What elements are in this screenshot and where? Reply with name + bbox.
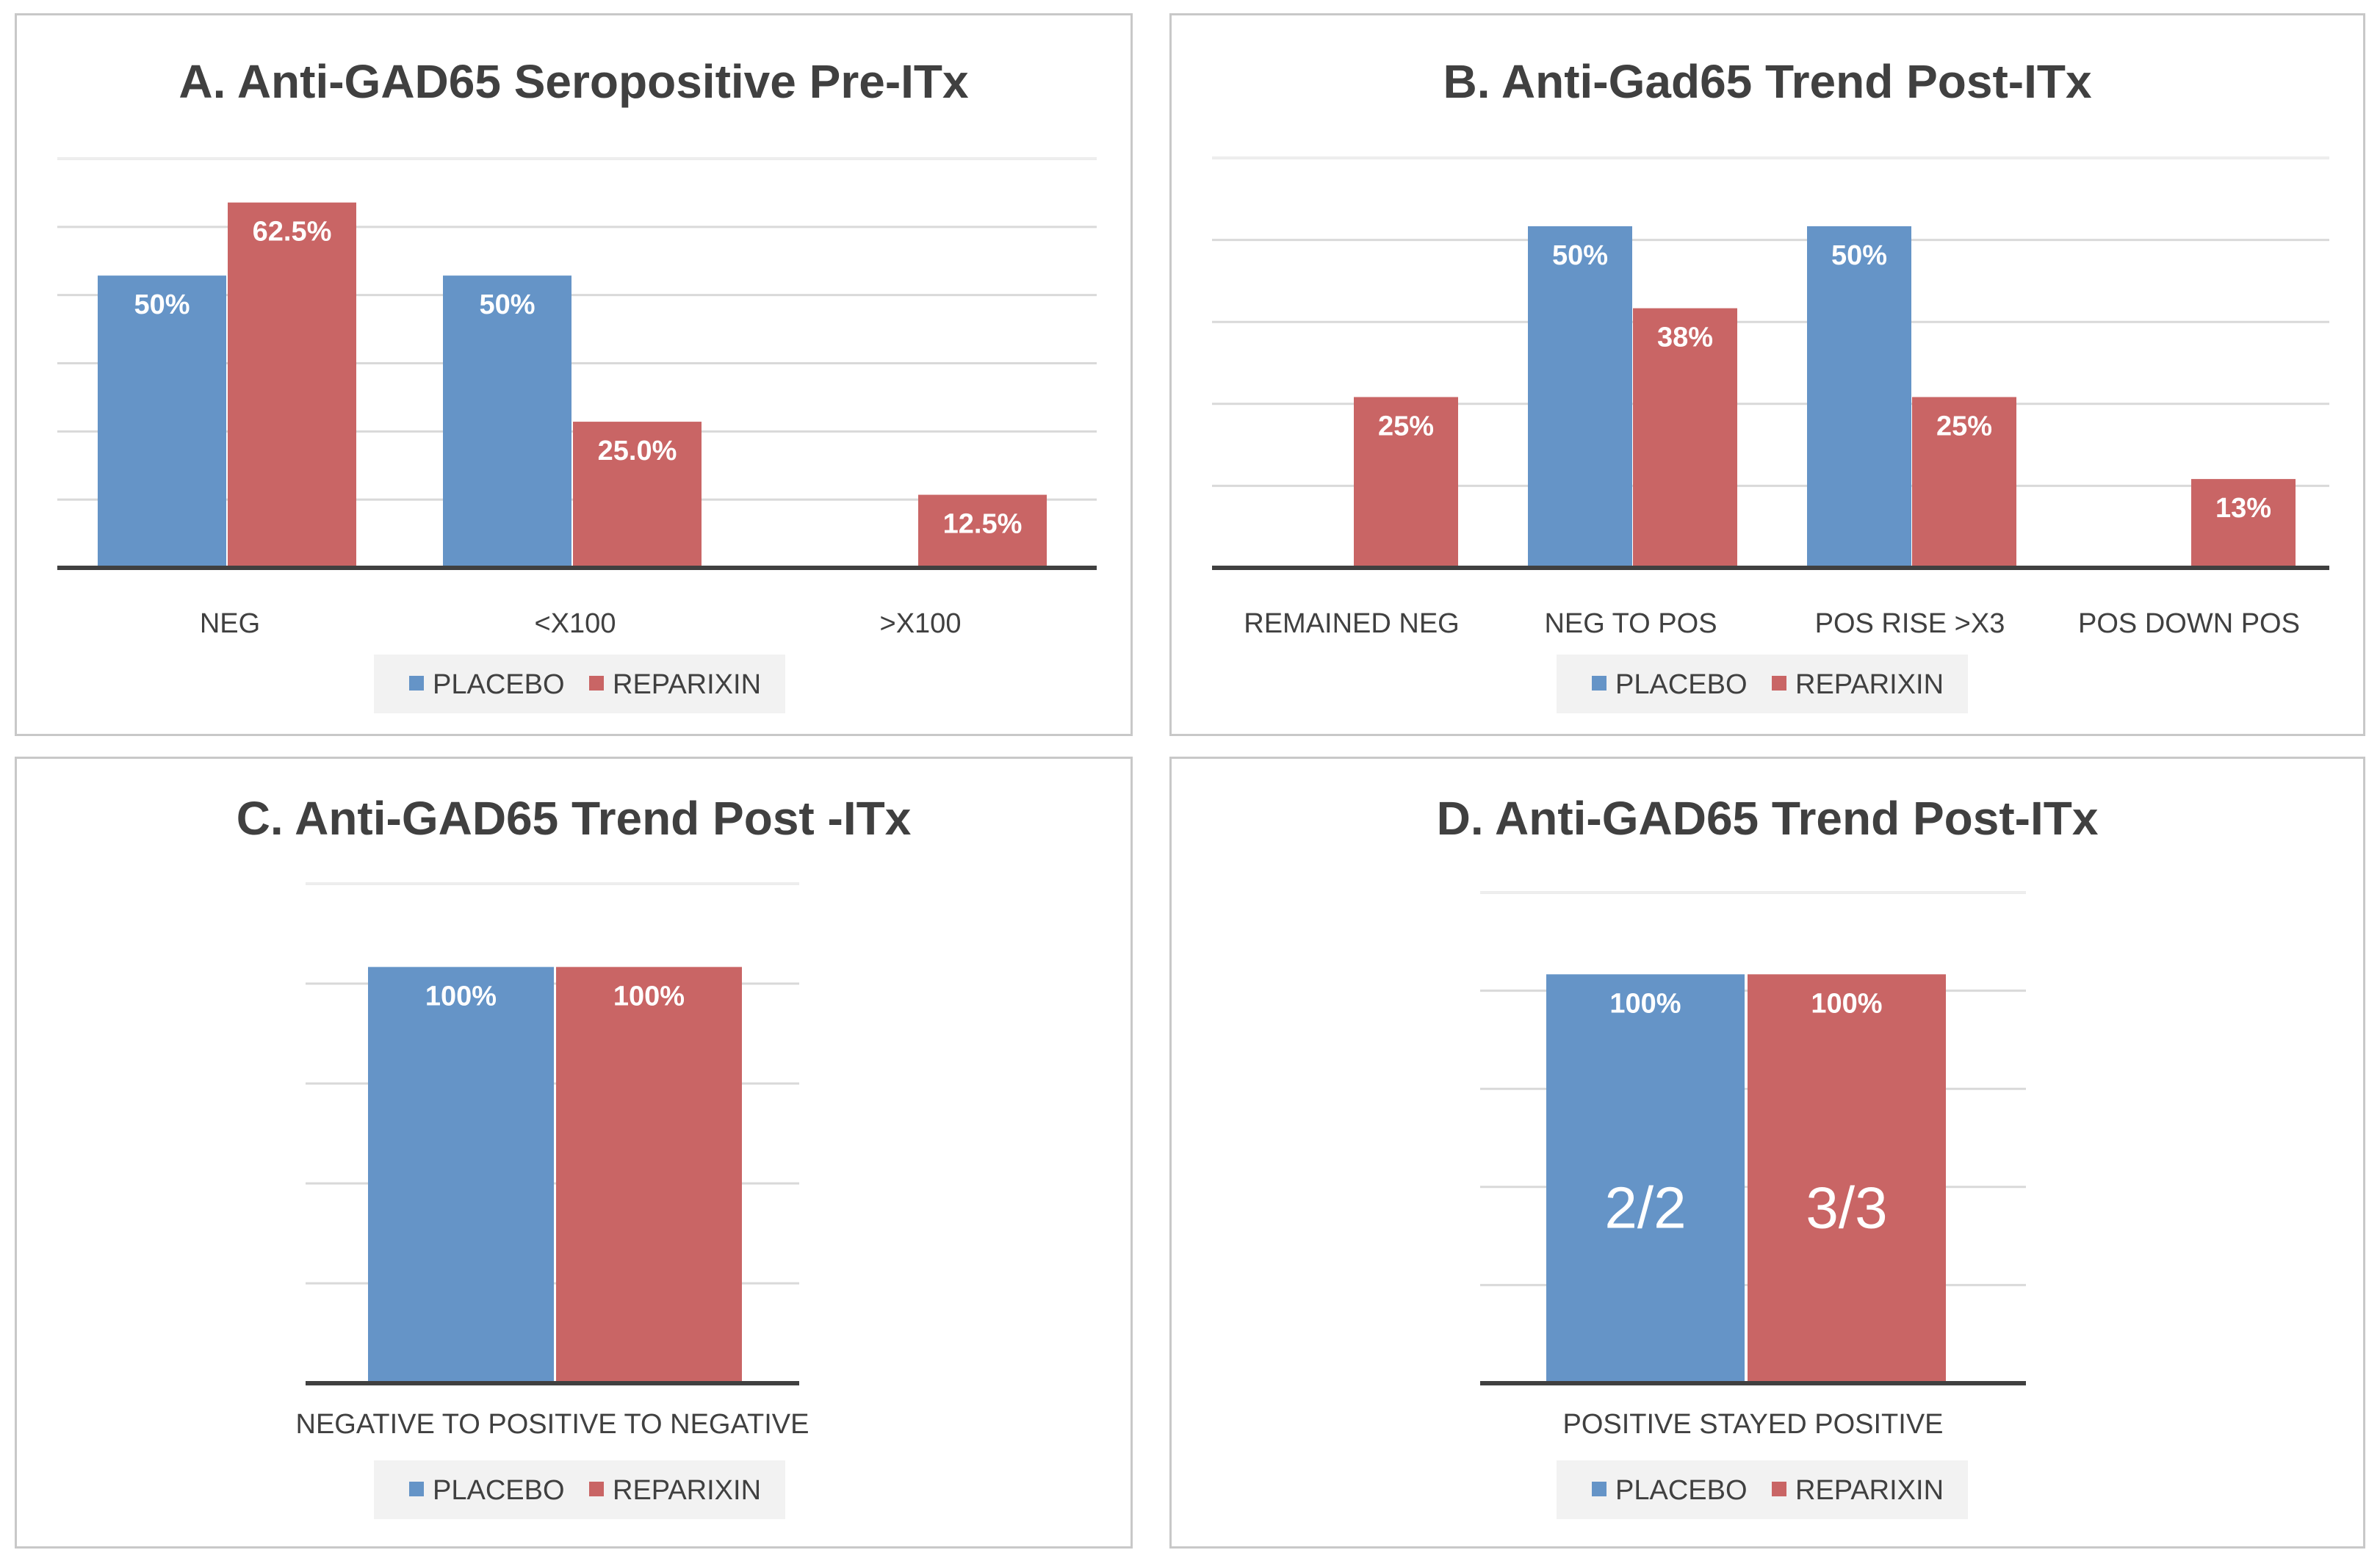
data-label: 100% [425,981,497,1012]
data-label: 50% [1831,240,1887,271]
data-label: 25.0% [598,436,677,466]
legend-box [1557,655,1968,713]
data-label: 13% [2215,493,2271,524]
category-label: NEGATIVE TO POSITIVE TO NEGATIVE [296,1409,809,1440]
legend-box [374,1460,785,1519]
legend-label-placebo: PLACEBO [433,669,565,700]
data-label: 100% [1609,988,1681,1019]
legend-label-placebo: PLACEBO [433,1475,565,1506]
bar-placebo-2 [1528,226,1632,568]
bar-reparixin-1 [556,967,742,1383]
data-label: 100% [1811,988,1882,1019]
data-label: 38% [1657,322,1713,353]
category-label: POS DOWN POS [2078,608,2300,639]
legend-swatch-reparixin [1772,676,1786,691]
legend-swatch-placebo [409,1482,424,1496]
data-label: 50% [479,289,535,320]
category-label: POSITIVE STAYED POSITIVE [1562,1409,1943,1440]
data-label: 25% [1378,411,1434,442]
legend-swatch-reparixin [589,1482,604,1496]
legend-swatch-reparixin [589,676,604,691]
chart-panel-c: C. Anti-GAD65 Trend Post -ITx 100% 100% NEG… [15,757,1133,1549]
bar-reparixin-3 [918,494,1047,568]
bar-reparixin-2 [1633,308,1737,568]
category-label: NEG TO POS [1544,608,1717,639]
chart-d-svg: D. Anti-GAD65 Trend Post-ITx 100% 2/2 100% 3… [1437,792,2099,1519]
chart-c-svg: C. Anti-GAD65 Trend Post -ITx 100% 100% NEG… [237,792,912,1519]
chart-a-svg: A. Anti-GAD65 Seropositive Pre-ITx 50% 62.… [57,55,1097,713]
bar-placebo-2 [443,275,571,568]
legend-swatch-placebo [409,676,424,691]
category-label: >X100 [880,608,962,639]
fraction-annotation: 3/3 [1806,1175,1887,1240]
legend-label-reparixin: REPARIXIN [613,669,761,700]
data-label: 100% [613,981,685,1012]
legend-box [374,655,785,713]
chart-title: D. Anti-GAD65 Trend Post-ITx [1437,792,2099,845]
data-label: 25% [1936,411,1992,442]
data-label: 50% [1552,240,1608,271]
data-label: 50% [134,289,190,320]
chart-panel-d: D. Anti-GAD65 Trend Post-ITx 100% 2/2 100% 3… [1169,757,2365,1549]
category-label: POS RISE >X3 [1815,608,2005,639]
chart-panel-a: A. Anti-GAD65 Seropositive Pre-ITx 50% 62.… [15,13,1133,736]
chart-b-svg: B. Anti-Gad65 Trend Post-ITx 25% REMAINED … [1212,55,2329,713]
fraction-annotation: 2/2 [1604,1175,1686,1240]
chart-panel-b: B. Anti-Gad65 Trend Post-ITx 25% REMAINED … [1169,13,2365,736]
bar-reparixin-3 [1912,397,2016,568]
legend-box [1557,1460,1968,1519]
bar-placebo-1 [98,275,226,568]
chart-title: B. Anti-Gad65 Trend Post-ITx [1443,55,2091,108]
category-label: REMAINED NEG [1244,608,1459,639]
legend-swatch-placebo [1592,1482,1606,1496]
bar-placebo-1 [368,967,554,1383]
bar-placebo-1 [1546,974,1745,1383]
legend-swatch-reparixin [1772,1482,1786,1496]
category-label: <X100 [535,608,616,639]
bar-reparixin-1 [228,202,356,568]
bar-reparixin-4 [2191,479,2296,568]
chart-title: A. Anti-GAD65 Seropositive Pre-ITx [178,55,969,108]
legend-swatch-placebo [1592,676,1606,691]
data-label: 62.5% [253,217,332,248]
legend-label-placebo: PLACEBO [1615,669,1748,700]
legend-label-placebo: PLACEBO [1615,1475,1748,1506]
bar-reparixin-1 [1354,397,1458,568]
bar-reparixin-1 [1748,974,1946,1383]
legend-label-reparixin: REPARIXIN [1795,1475,1944,1506]
chart-title: C. Anti-GAD65 Trend Post -ITx [237,792,912,845]
legend-label-reparixin: REPARIXIN [613,1475,761,1506]
category-label: NEG [200,608,260,639]
legend-label-reparixin: REPARIXIN [1795,669,1944,700]
data-label: 12.5% [943,509,1023,540]
bar-reparixin-2 [573,422,702,568]
bar-placebo-3 [1807,226,1911,568]
